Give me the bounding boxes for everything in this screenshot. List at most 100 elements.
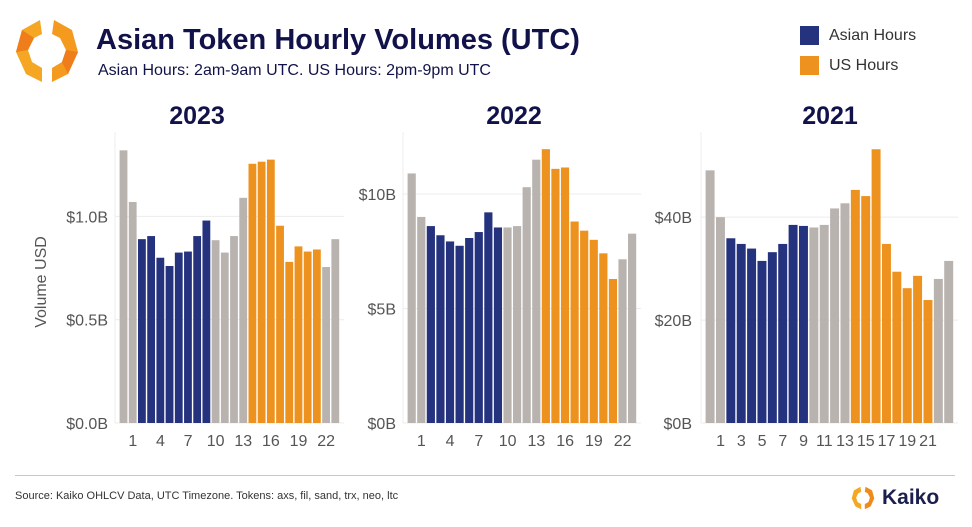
bar-hour-23 [331, 239, 340, 423]
bar-hour-18 [892, 271, 902, 423]
x-tick-label: 5 [758, 433, 767, 450]
bar-hour-7 [184, 251, 192, 423]
chart-subtitle: Asian Hours: 2am-9am UTC. US Hours: 2pm-… [98, 62, 491, 79]
bar-hour-23 [628, 233, 637, 423]
bar-hour-18 [285, 261, 294, 423]
bar-hour-8 [484, 212, 493, 423]
bar-hour-11 [513, 226, 522, 423]
bar-hour-9 [493, 227, 503, 423]
x-tick-label: 13 [836, 433, 854, 450]
bar-hour-1 [128, 201, 137, 423]
kaiko-logo-icon [16, 20, 78, 82]
x-tick-label: 10 [207, 433, 225, 450]
x-tick-label: 11 [816, 433, 833, 450]
bar-hour-19 [589, 239, 598, 423]
x-tick-label: 1 [716, 433, 725, 450]
bar-hour-22 [322, 267, 330, 423]
bar-hour-9 [202, 220, 211, 423]
x-tick-label: 7 [778, 433, 787, 450]
bar-hour-5 [757, 260, 767, 423]
bar-hour-2 [426, 226, 435, 423]
bar-hour-3 [147, 236, 156, 423]
bar-hour-2 [726, 238, 736, 423]
bar-hour-10 [211, 240, 220, 423]
x-tick-label: 4 [156, 433, 165, 450]
bar-hour-0 [407, 173, 416, 423]
bar-hour-21 [608, 278, 618, 423]
source-note: Source: Kaiko OHLCV Data, UTC Timezone. … [15, 490, 399, 502]
x-tick-label: 16 [556, 433, 574, 450]
y-tick-label: $40B [655, 210, 692, 227]
x-tick-label: 19 [898, 433, 916, 450]
bar-hour-15 [551, 168, 560, 423]
y-tick-label: $0B [368, 416, 396, 433]
brand-name: Kaiko [882, 486, 940, 509]
bar-hour-7 [778, 243, 788, 423]
bar-hour-20 [913, 275, 923, 423]
y-tick-label: $0.5B [66, 313, 108, 330]
bar-hour-11 [220, 252, 229, 423]
bar-hour-21 [923, 300, 933, 423]
bar-hour-12 [522, 187, 531, 423]
bar-hour-1 [417, 216, 426, 423]
x-tick-label: 7 [474, 433, 483, 450]
legend-item-asian-hours: Asian Hours [800, 26, 916, 45]
bar-hour-3 [436, 235, 445, 423]
bar-hour-20 [303, 251, 312, 423]
chart-title: Asian Token Hourly Volumes (UTC) [96, 24, 580, 56]
bar-hour-22 [618, 259, 627, 423]
x-tick-label: 22 [317, 433, 335, 450]
bar-hour-22 [933, 278, 943, 423]
x-tick-label: 9 [799, 433, 808, 450]
bar-hour-13 [239, 197, 248, 423]
brand: Kaiko [850, 486, 939, 510]
y-tick-label: $5B [368, 302, 396, 319]
y-tick-label: $10B [359, 187, 396, 204]
x-tick-label: 22 [614, 433, 632, 450]
bar-hour-0 [119, 150, 128, 423]
bar-hour-5 [455, 245, 464, 423]
bar-hour-4 [747, 248, 757, 423]
bar-hour-19 [294, 246, 303, 423]
bar-hour-3 [736, 243, 746, 423]
x-tick-label: 19 [585, 433, 603, 450]
x-tick-label: 15 [857, 433, 875, 450]
bar-hour-5 [165, 266, 174, 423]
y-axis-label: Volume USD [33, 236, 50, 328]
y-tick-label: $1.0B [66, 209, 108, 226]
bar-hour-0 [705, 170, 715, 423]
bar-hour-12 [230, 236, 238, 423]
x-tick-label: 13 [234, 433, 252, 450]
bar-hour-21 [312, 249, 321, 423]
bar-hour-14 [248, 163, 257, 423]
bar-hour-10 [809, 227, 819, 423]
bar-hour-11 [819, 224, 829, 423]
x-tick-label: 17 [878, 433, 896, 450]
bar-hour-4 [445, 241, 455, 423]
x-tick-label: 3 [737, 433, 746, 450]
bar-hour-19 [902, 288, 912, 423]
bar-hour-16 [560, 167, 570, 423]
x-tick-label: 7 [184, 433, 193, 450]
bar-hour-16 [266, 159, 275, 423]
bar-hour-4 [156, 257, 165, 423]
legend-swatch-asian [800, 26, 819, 45]
bar-hour-8 [193, 236, 202, 423]
x-tick-label: 13 [527, 433, 545, 450]
x-tick-label: 19 [290, 433, 308, 450]
x-tick-label: 1 [417, 433, 426, 450]
bar-hour-1 [715, 217, 725, 423]
x-tick-label: 21 [919, 433, 937, 450]
bar-hour-2 [138, 239, 146, 423]
x-tick-label: 1 [128, 433, 137, 450]
bar-hour-17 [570, 221, 579, 423]
legend-label: Asian Hours [829, 26, 917, 44]
bar-hour-15 [257, 161, 266, 424]
panel-title: 2023 [169, 102, 225, 130]
bar-hour-14 [850, 189, 860, 423]
bar-hour-18 [580, 230, 589, 423]
footer-divider [15, 475, 955, 476]
legend-swatch-us [800, 56, 819, 75]
bar-hour-8 [788, 224, 798, 423]
